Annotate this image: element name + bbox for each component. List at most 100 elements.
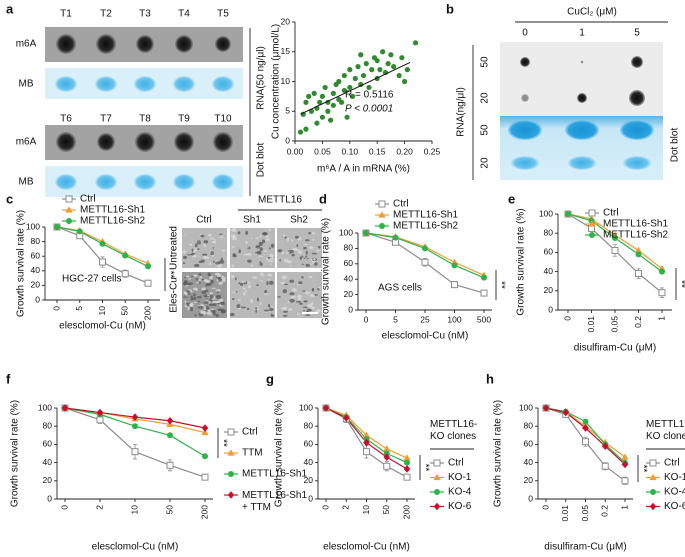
cell	[212, 247, 215, 249]
marker	[635, 251, 642, 258]
dot	[95, 76, 117, 92]
cell	[193, 296, 197, 301]
y-tick-label: 60	[43, 439, 53, 449]
dot	[213, 132, 233, 152]
cell	[231, 264, 234, 268]
cell	[192, 250, 196, 253]
y-tick-label: 80	[344, 243, 354, 253]
cell	[306, 308, 312, 312]
cell	[195, 247, 198, 252]
cell	[314, 262, 318, 266]
cell	[305, 239, 310, 242]
marker	[433, 502, 441, 511]
marker	[635, 270, 642, 278]
y-tick-label: 40	[43, 457, 53, 467]
cell	[202, 253, 208, 256]
marker	[634, 246, 643, 254]
marker	[392, 234, 399, 241]
cell	[229, 312, 235, 317]
cell	[256, 284, 259, 287]
cell	[280, 282, 286, 285]
marker	[649, 459, 657, 467]
cell	[240, 282, 244, 286]
cell	[242, 287, 246, 290]
x-tick-label: 0.00	[287, 146, 304, 156]
marker	[582, 418, 589, 425]
cell	[269, 263, 272, 266]
x-tick-label: 0.01	[586, 316, 596, 333]
point	[385, 61, 391, 67]
lane-label: T2	[100, 9, 112, 20]
point	[330, 102, 336, 108]
dot	[521, 94, 529, 102]
marker	[451, 262, 458, 269]
marker	[363, 448, 370, 456]
lane-label: T5	[217, 9, 229, 20]
x-tick-label: 2	[341, 505, 351, 510]
cell	[219, 259, 225, 264]
y-axis-label: Growth survival rate (%)	[321, 218, 332, 325]
marker	[451, 281, 458, 289]
cell	[283, 258, 288, 263]
marker	[383, 462, 391, 470]
point	[355, 64, 361, 70]
cell	[231, 228, 237, 232]
cell	[208, 274, 212, 277]
marker	[167, 432, 173, 439]
point	[388, 52, 394, 58]
cell	[238, 282, 241, 285]
x-tick-label: 50	[164, 505, 174, 515]
cell	[218, 281, 224, 286]
cell	[247, 285, 252, 289]
cell	[317, 287, 320, 291]
cell	[302, 290, 306, 292]
lane-label: T8	[139, 114, 151, 125]
annotation: HGC-27 cells	[62, 274, 121, 285]
marker	[601, 442, 609, 451]
y-tick-label: 10	[281, 76, 291, 86]
column-label: 1	[579, 28, 585, 39]
legend-label: Ctrl	[80, 194, 96, 205]
cell	[266, 281, 269, 286]
x-axis-label: elesclomol-Cu (nM)	[59, 321, 146, 332]
cell	[310, 306, 316, 310]
x-tick-label: 25	[420, 314, 430, 324]
cell	[181, 250, 188, 253]
cell	[290, 295, 296, 299]
cell	[201, 287, 206, 291]
lane-label: T7	[100, 114, 112, 125]
cell	[263, 293, 269, 295]
x-tick-label: 500	[477, 314, 491, 324]
x-tick-label: 200	[142, 306, 152, 320]
dot	[136, 35, 154, 53]
x-tick-label: 2	[94, 505, 104, 510]
dot	[620, 120, 654, 140]
cell	[193, 301, 198, 303]
marker	[201, 428, 209, 436]
cell	[262, 250, 268, 253]
cell	[269, 257, 274, 261]
cell	[211, 240, 217, 244]
cell	[215, 314, 220, 317]
marker	[611, 246, 619, 254]
marker	[363, 230, 369, 236]
cell	[184, 234, 187, 236]
lane-label: T4	[178, 9, 190, 20]
marker	[96, 416, 104, 424]
dot	[134, 174, 156, 190]
cell	[218, 233, 223, 235]
y-tick-label: 80	[544, 227, 554, 237]
cell	[303, 254, 306, 258]
cell	[289, 279, 295, 283]
row-label: MB	[19, 177, 34, 188]
cell	[190, 296, 194, 301]
cell	[260, 272, 264, 276]
cell	[283, 283, 289, 286]
cell	[281, 275, 287, 279]
point	[380, 49, 386, 55]
y-tick-label: 40	[304, 457, 314, 467]
x-tick-label: 200	[401, 505, 411, 519]
marker	[403, 454, 411, 461]
cell	[259, 247, 263, 252]
cell	[215, 294, 222, 299]
